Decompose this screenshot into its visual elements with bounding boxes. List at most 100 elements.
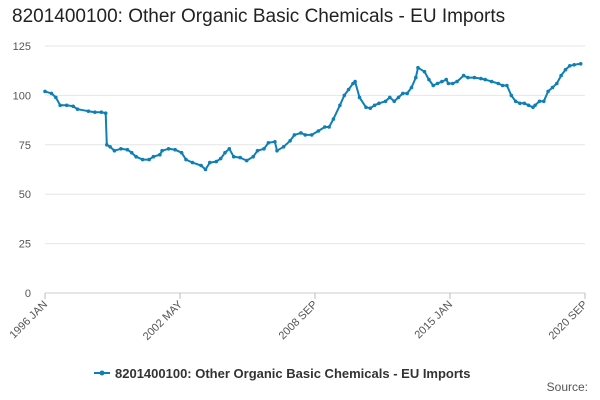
data-point [353,79,357,84]
data-point [572,63,576,67]
data-point [273,140,277,144]
data-point [509,93,514,98]
data-point [238,155,242,160]
data-point [563,67,568,72]
y-tick-label: 25 [19,239,31,251]
data-point [550,85,555,90]
data-point [223,150,227,155]
data-point [377,101,381,106]
data-point [231,154,236,159]
legend: 8201400100: Other Organic Basic Chemical… [94,366,471,381]
data-point [338,103,342,108]
data-point [208,160,212,165]
data-point [266,141,271,145]
data-point [129,150,134,155]
data-point [288,139,292,143]
data-point [455,79,459,84]
data-point [435,81,440,86]
data-point [86,109,91,113]
data-point [119,147,123,151]
y-tick-label: 50 [19,189,31,201]
data-point [105,143,109,147]
data-point [184,157,188,162]
y-tick-label: 125 [13,41,31,53]
legend-marker [99,370,105,376]
data-point [479,76,483,81]
data-point [522,101,527,106]
data-point [255,148,260,153]
data-point [444,77,449,82]
series-line [44,62,581,171]
data-point [409,85,414,90]
data-point [309,133,314,137]
legend-label: 8201400100: Other Organic Basic Chemical… [115,366,471,381]
data-point [401,91,405,96]
data-point [431,83,436,88]
data-point [199,163,203,168]
data-point [388,95,392,100]
data-point [578,62,583,66]
y-tick-label: 100 [13,90,31,102]
data-point [151,154,156,159]
data-point [526,103,531,108]
data-point [316,129,321,133]
data-point [303,133,308,137]
data-point [173,147,177,152]
y-tick-label: 75 [19,140,31,152]
data-point [364,105,368,110]
data-point [99,110,104,114]
gridlines [45,45,585,294]
data-point [466,75,470,80]
data-point [251,154,255,159]
data-point [446,81,451,86]
data-point [440,79,444,84]
data-point [422,69,427,74]
data-point [227,147,232,151]
data-point [450,81,455,86]
data-point [513,99,518,104]
data-point [49,91,54,96]
data-point [542,99,546,104]
data-point [427,77,431,82]
data-point [75,107,80,111]
data-point [537,99,542,104]
data-point [43,89,47,94]
data-point [244,158,249,163]
x-tick-label: 2008 SEP [277,299,321,343]
data-point [472,75,477,80]
chart-title: 8201400100: Other Organic Basic Chemical… [12,6,506,27]
data-point [383,99,388,104]
data-point [112,148,117,153]
data-point [54,95,58,100]
data-point [416,65,420,70]
data-point [357,95,362,100]
data-point [160,148,164,153]
x-tick-label: 2002 MAY [141,298,186,343]
data-point [64,103,69,108]
data-point [518,101,522,106]
data-point [158,152,162,157]
data-point [483,77,488,82]
data-point [299,131,303,135]
data-point [559,73,563,78]
data-point [500,83,505,88]
data-point [58,103,62,108]
data-point [179,150,184,155]
y-tick-label: 0 [25,288,31,300]
data-point [166,147,171,151]
data-point [396,95,401,100]
data-point [147,157,151,162]
data-point [125,147,130,152]
data-point [346,87,351,92]
x-tick-label: 2020 SEP [547,299,591,343]
data-point [281,145,286,149]
data-point [368,106,373,110]
data-point [134,154,138,159]
data-point [203,167,208,172]
data-point [103,111,108,115]
data-point [568,64,572,68]
data-point [218,156,223,161]
data-point [489,79,494,84]
data-point [372,103,377,108]
